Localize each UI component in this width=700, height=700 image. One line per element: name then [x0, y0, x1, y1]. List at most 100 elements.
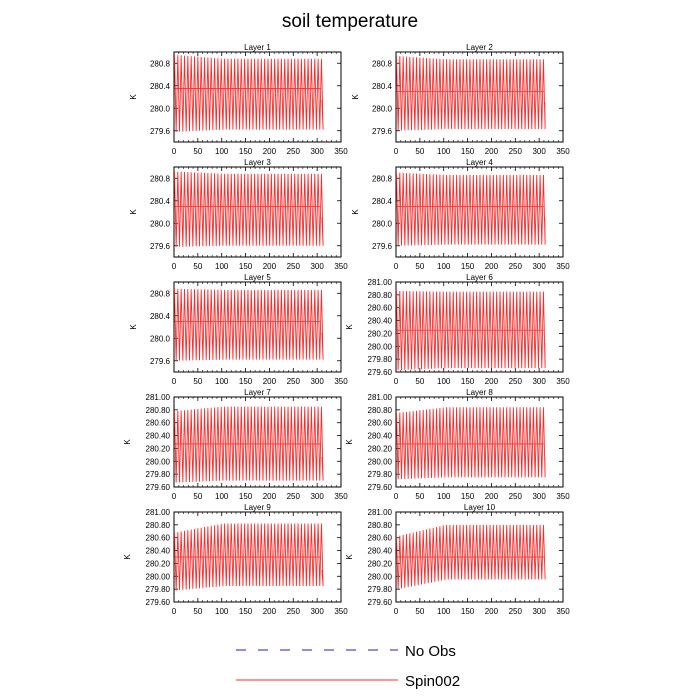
y-tick-label: 280.00 [368, 457, 393, 466]
y-axis-label: K [351, 209, 360, 215]
panel-title: Layer 4 [466, 158, 493, 167]
y-tick-label: 279.6 [150, 242, 171, 251]
y-tick-label: 280.8 [372, 59, 393, 68]
y-tick-label: 279.6 [150, 357, 171, 366]
y-tick-label: 280.80 [368, 521, 393, 530]
y-tick-label: 280.20 [146, 444, 171, 453]
x-tick-label: 350 [334, 492, 348, 501]
panel-layer-2: Layer 2 K 0 50 100 150 200 250 300 350 279.6 280.0 2… [351, 43, 570, 156]
y-tick-label: 279.6 [372, 127, 393, 136]
x-tick-label: 250 [287, 147, 301, 156]
x-tick-label: 200 [263, 262, 277, 271]
x-tick-label: 100 [437, 147, 451, 156]
y-axis-label: K [345, 554, 354, 560]
series-line-spin002 [174, 54, 324, 132]
x-tick-label: 100 [437, 377, 451, 386]
y-tick-label: 279.60 [368, 598, 393, 607]
x-tick-label: 300 [532, 607, 546, 616]
x-tick-label: 300 [532, 492, 546, 501]
y-tick-label: 280.4 [150, 312, 171, 321]
y-tick-label: 280.00 [146, 572, 171, 581]
x-tick-label: 150 [239, 607, 253, 616]
y-tick-label: 280.60 [368, 534, 393, 543]
y-tick-label: 280.80 [146, 521, 171, 530]
figure-title: soil temperature [282, 11, 418, 32]
panel-layer-10: Layer 10 K 0 50 100 150 200 250 300 350 279.60 279.… [345, 503, 570, 616]
y-tick-label: 280.00 [368, 342, 393, 351]
legend-label: Spin002 [405, 673, 460, 690]
x-tick-label: 50 [193, 607, 202, 616]
x-tick-label: 150 [239, 377, 253, 386]
x-tick-label: 250 [287, 377, 301, 386]
y-tick-label: 280.4 [150, 82, 171, 91]
series-line-spin002 [396, 407, 546, 480]
x-tick-label: 250 [287, 262, 301, 271]
x-tick-label: 50 [193, 147, 202, 156]
y-tick-label: 280.40 [146, 547, 171, 556]
y-tick-label: 281.00 [146, 393, 171, 402]
x-tick-label: 0 [172, 492, 177, 501]
x-tick-label: 350 [334, 262, 348, 271]
y-tick-label: 279.60 [368, 368, 393, 377]
plot-frame [395, 281, 564, 373]
x-tick-label: 300 [310, 492, 324, 501]
x-tick-label: 100 [215, 147, 229, 156]
x-tick-label: 350 [556, 607, 570, 616]
y-axis-label: K [351, 94, 360, 100]
y-tick-label: 280.0 [150, 334, 171, 343]
y-tick-label: 279.6 [372, 242, 393, 251]
x-tick-label: 50 [415, 607, 424, 616]
y-tick-label: 280.4 [372, 82, 393, 91]
plot-frame [395, 166, 564, 258]
x-tick-label: 200 [263, 492, 277, 501]
y-axis-label: K [123, 554, 132, 560]
y-tick-label: 279.80 [368, 470, 393, 479]
y-tick-label: 280.20 [368, 444, 393, 453]
x-tick-label: 350 [556, 262, 570, 271]
x-tick-label: 150 [461, 607, 475, 616]
x-tick-label: 300 [310, 377, 324, 386]
x-tick-label: 50 [415, 147, 424, 156]
panel-title: Layer 6 [466, 273, 493, 282]
y-tick-label: 280.00 [368, 572, 393, 581]
y-tick-label: 280.4 [150, 197, 171, 206]
plot-frame [395, 51, 564, 143]
series-line-spin002 [174, 171, 324, 247]
panel-layer-5: Layer 5 K 0 50 100 150 200 250 300 350 279.6 280.0 2… [129, 273, 348, 386]
y-tick-label: 280.40 [368, 317, 393, 326]
x-tick-label: 150 [239, 262, 253, 271]
x-tick-label: 250 [287, 492, 301, 501]
x-tick-label: 150 [461, 147, 475, 156]
x-tick-label: 200 [263, 607, 277, 616]
x-tick-label: 250 [509, 492, 523, 501]
y-axis-label: K [123, 439, 132, 445]
y-axis-label: K [129, 94, 138, 100]
plot-frame [173, 281, 342, 373]
y-tick-label: 280.20 [146, 559, 171, 568]
y-axis-label: K [345, 324, 354, 330]
y-tick-label: 279.60 [368, 483, 393, 492]
x-tick-label: 150 [239, 492, 253, 501]
plot-frame [173, 396, 342, 488]
x-tick-label: 300 [310, 607, 324, 616]
panel-title: Layer 5 [244, 273, 271, 282]
panel-layer-3: Layer 3 K 0 50 100 150 200 250 300 350 279.6 280.0 2… [129, 158, 348, 271]
y-tick-label: 280.80 [368, 291, 393, 300]
x-tick-label: 100 [437, 492, 451, 501]
panel-layer-4: Layer 4 K 0 50 100 150 200 250 300 350 279.6 280.0 2… [351, 158, 570, 271]
y-tick-label: 280.4 [372, 197, 393, 206]
y-tick-label: 280.60 [368, 304, 393, 313]
x-tick-label: 50 [193, 262, 202, 271]
y-tick-label: 280.60 [146, 534, 171, 543]
y-tick-label: 281.00 [368, 508, 393, 517]
x-tick-label: 100 [215, 262, 229, 271]
panel-title: Layer 9 [244, 503, 271, 512]
x-tick-label: 300 [532, 147, 546, 156]
x-tick-label: 150 [461, 377, 475, 386]
panel-layer-1: Layer 1 K 0 50 100 150 200 250 300 350 279.6 280.0 2… [129, 43, 348, 156]
y-tick-label: 281.00 [146, 508, 171, 517]
panel-title: Layer 2 [466, 43, 493, 52]
x-tick-label: 0 [172, 262, 177, 271]
x-tick-label: 0 [172, 377, 177, 386]
x-tick-label: 100 [215, 607, 229, 616]
